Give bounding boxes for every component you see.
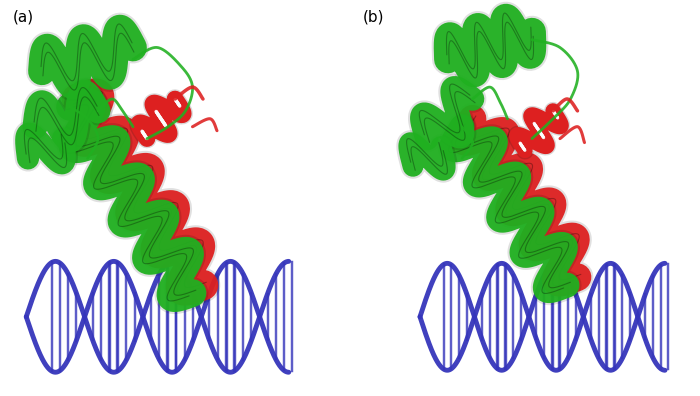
- Text: (b): (b): [363, 10, 384, 25]
- Text: (a): (a): [13, 10, 34, 25]
